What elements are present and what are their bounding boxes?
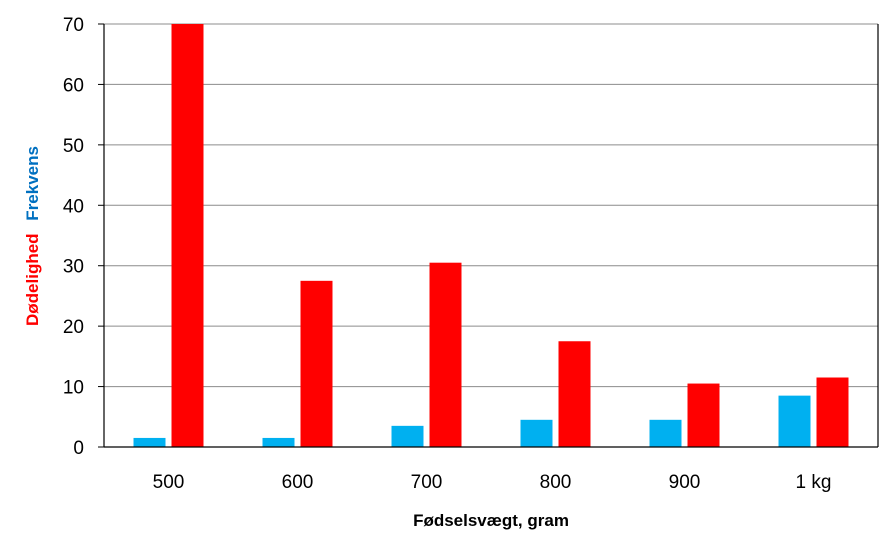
bar-frekvens-1 — [262, 437, 295, 447]
x-tick-label: 700 — [411, 472, 443, 493]
y-tick-label: 40 — [63, 196, 84, 217]
y-tick-label: 20 — [63, 317, 84, 338]
y-tick-label: 60 — [63, 75, 84, 96]
x-axis-title: Fødselsvægt, gram — [413, 511, 569, 530]
y-tick-label: 10 — [63, 378, 84, 399]
y-tick-label: 30 — [63, 257, 84, 278]
y-tick-label: 0 — [73, 438, 84, 459]
bar-d-delighed-4 — [687, 383, 720, 447]
x-tick-label: 800 — [540, 472, 572, 493]
bar-frekvens-3 — [520, 419, 553, 447]
bar-frekvens-2 — [391, 425, 424, 447]
bar-d-delighed-3 — [558, 341, 591, 447]
x-tick-label: 1 kg — [796, 472, 832, 493]
axes — [103, 24, 879, 448]
bar-d-delighed-2 — [429, 262, 462, 447]
bar-frekvens-0 — [133, 437, 166, 447]
bar-d-delighed-0 — [171, 24, 204, 447]
x-tick-labels: 500 600 700 800 900 1 kg — [153, 472, 832, 493]
x-tick-label: 500 — [153, 472, 185, 493]
bars — [133, 24, 849, 447]
y-tick-label: 70 — [63, 15, 84, 36]
bar-frekvens-5 — [778, 395, 811, 447]
bar-d-delighed-1 — [300, 280, 333, 447]
bar-frekvens-4 — [649, 419, 682, 447]
x-tick-label: 600 — [282, 472, 314, 493]
y-tick-labels: 0 10 20 30 40 50 60 70 — [63, 15, 84, 459]
y-axis-title-mortality: Dødelighed — [23, 233, 42, 326]
bar-d-delighed-5 — [816, 377, 849, 447]
gridlines — [98, 23, 878, 448]
y-axis-title: Dødelighed Frekvens — [23, 146, 42, 326]
y-axis-title-frequency: Frekvens — [23, 146, 42, 221]
x-tick-label: 900 — [669, 472, 701, 493]
y-tick-label: 50 — [63, 136, 84, 157]
